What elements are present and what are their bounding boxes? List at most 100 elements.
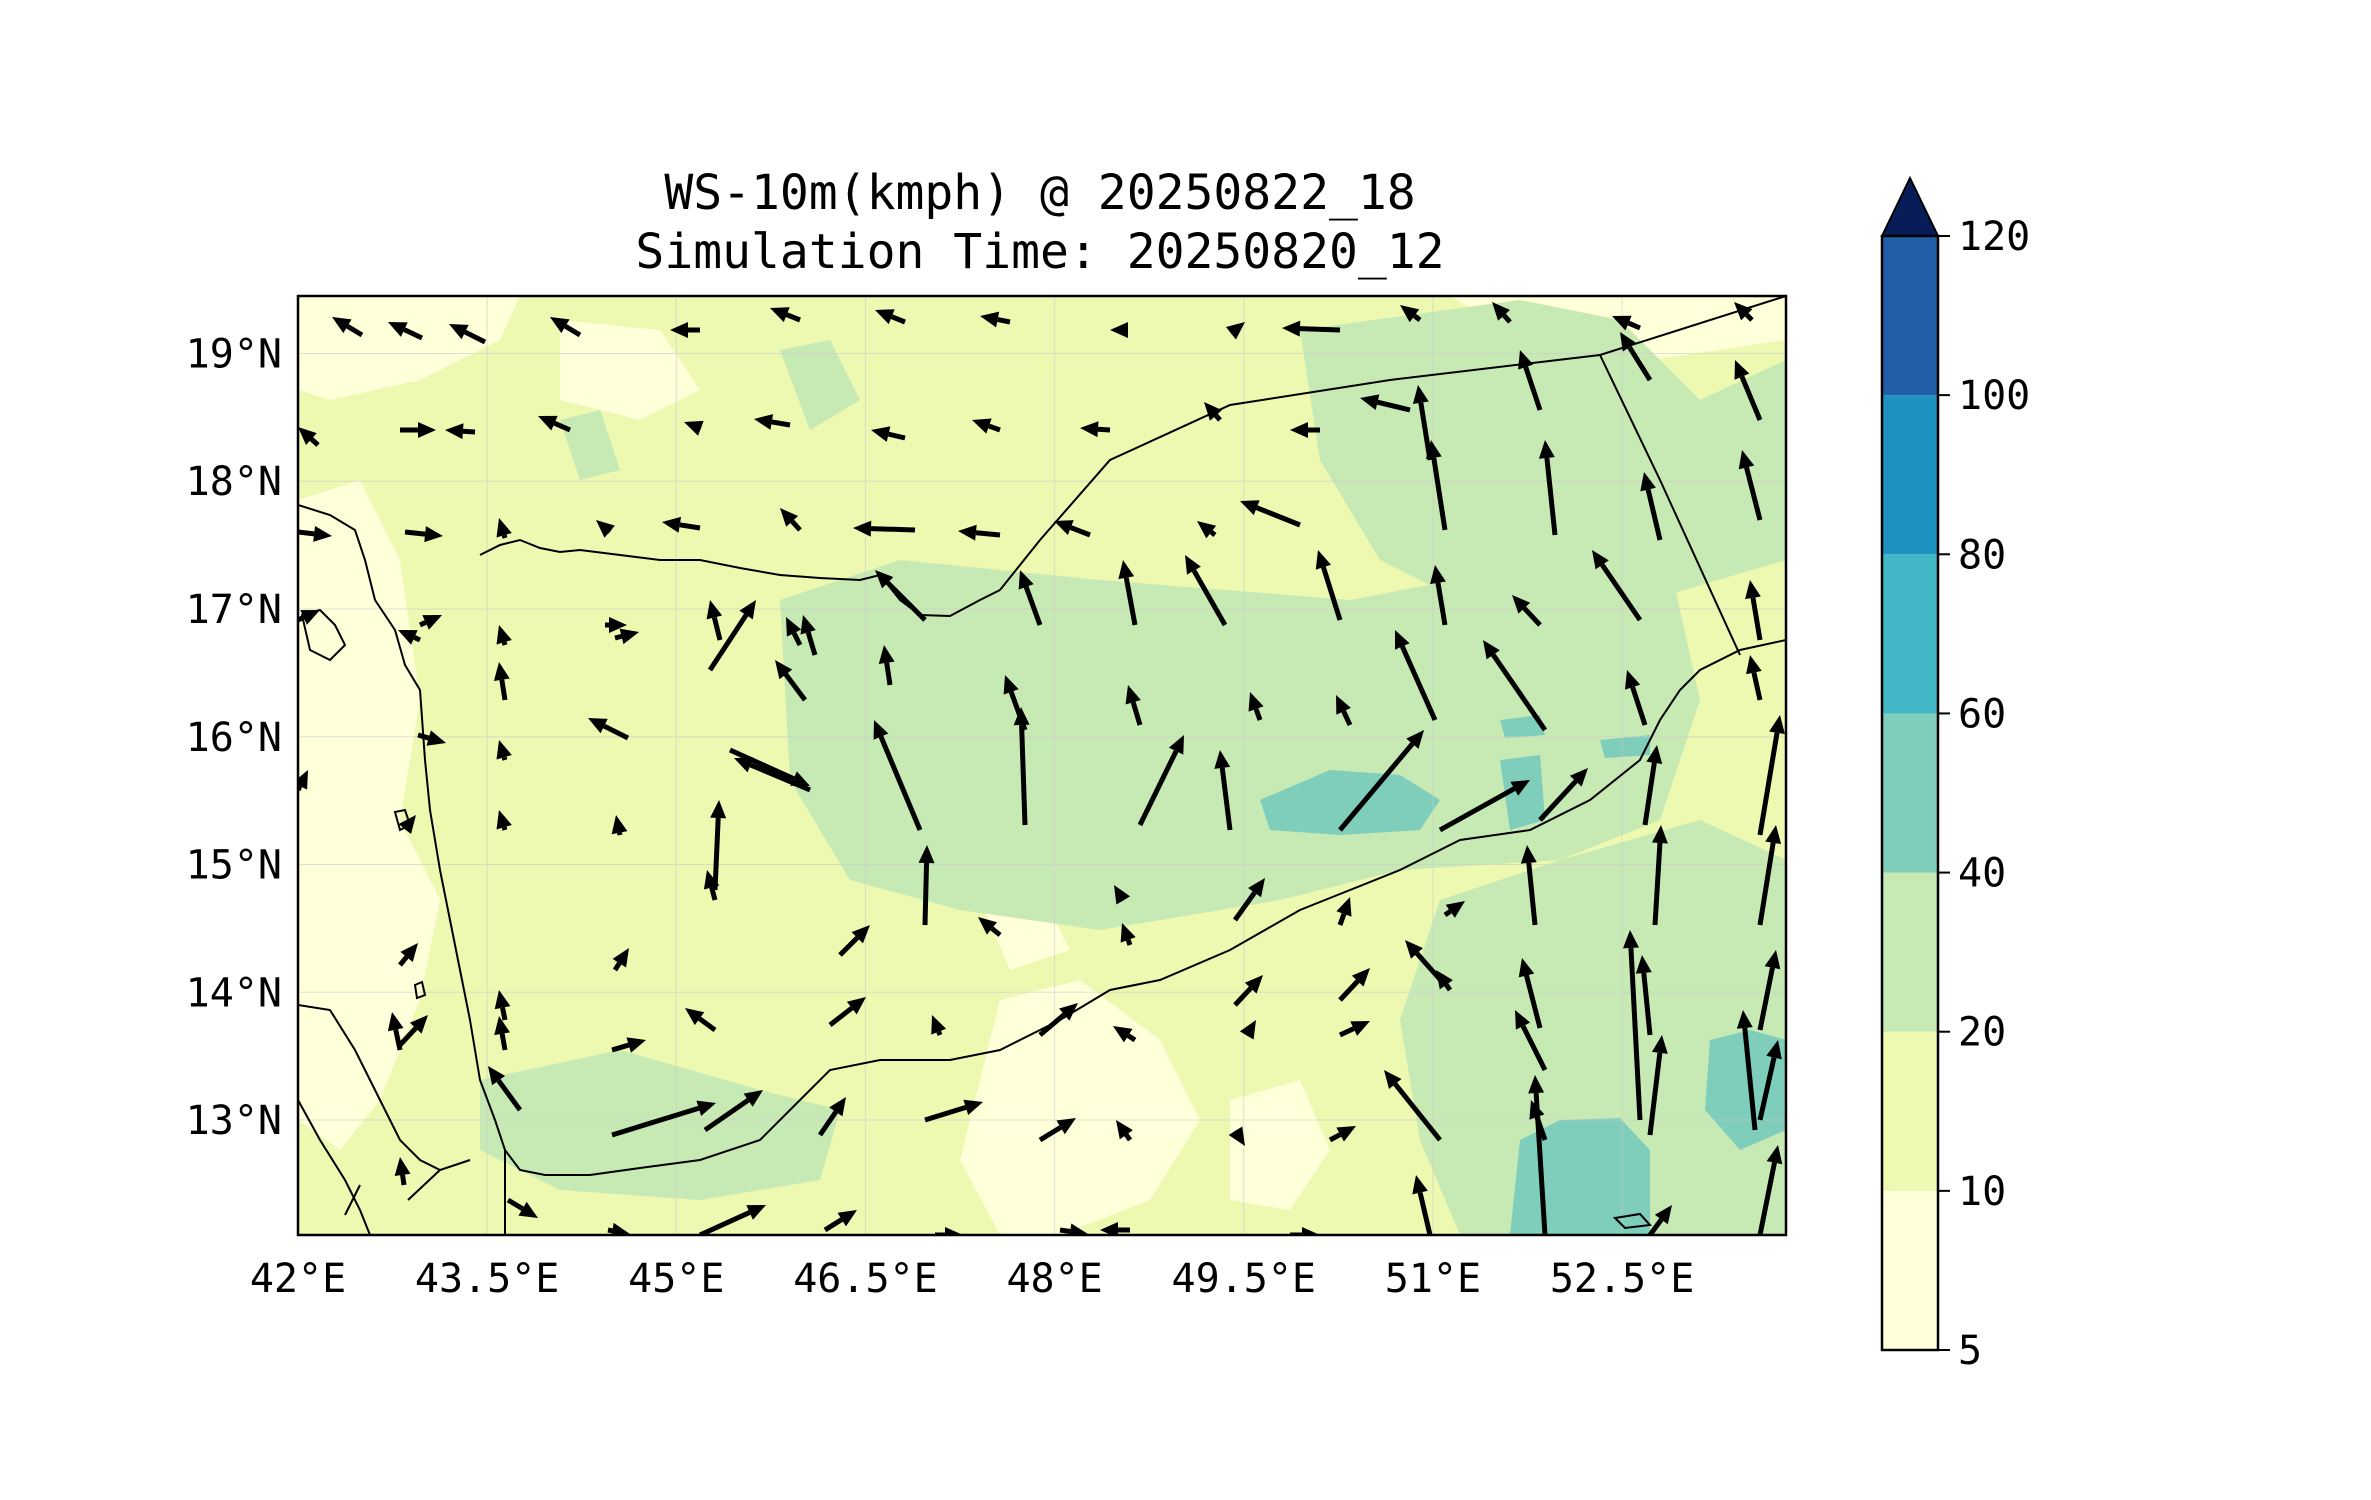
wind-arrow <box>1282 320 1341 337</box>
wind-arrow <box>1336 695 1353 727</box>
colorbar-label: 40 <box>1958 851 2006 897</box>
wind-arrow <box>387 1012 404 1051</box>
colorbar-label: 120 <box>1958 214 2030 260</box>
wind-arrow <box>1197 521 1217 539</box>
colorbar-segment <box>1882 1031 1938 1191</box>
wind-arrow <box>1038 1003 1078 1037</box>
wind-arrow <box>875 309 906 325</box>
wind-arrow <box>918 845 935 926</box>
wind-arrow <box>1233 975 1263 1007</box>
wind-arrow <box>1338 730 1424 832</box>
colorbar-extend-arrow <box>1880 175 1940 237</box>
wind-arrow <box>1100 1222 1130 1235</box>
wind-arrow <box>1395 630 1438 722</box>
wind-arrow <box>1518 350 1543 411</box>
wind-arrow <box>823 1210 857 1233</box>
wind-arrow <box>1328 1126 1356 1143</box>
wind-arrow <box>1290 422 1320 438</box>
colorbar-segment <box>1882 1190 1938 1350</box>
wind-arrow <box>875 570 927 622</box>
wind-arrow <box>1054 520 1091 538</box>
lon-tick-label: 52.5°E <box>1550 1256 1695 1302</box>
wind-arrow <box>611 815 628 836</box>
wind-arrow <box>1443 901 1465 918</box>
lon-tick-label: 46.5°E <box>793 1256 938 1302</box>
wind-arrow <box>1225 322 1245 340</box>
wind-arrow <box>734 757 811 793</box>
moderate-zones <box>480 300 1786 1235</box>
lat-tick-label: 18°N <box>186 459 282 505</box>
wind-vectors <box>298 302 1785 1235</box>
lat-tick-label: 16°N <box>186 715 282 761</box>
wind-arrow <box>853 520 916 537</box>
wind-arrow <box>972 418 1001 434</box>
wind-arrow <box>684 420 704 436</box>
wind-arrow <box>1080 421 1111 438</box>
wind-arrow <box>1642 745 1663 826</box>
wind-arrow <box>404 526 443 543</box>
wind-arrow <box>775 660 807 702</box>
wind-arrow <box>1647 1035 1668 1136</box>
wind-arrow <box>1635 955 1653 1036</box>
wind-arrow <box>754 414 791 430</box>
wind-arrow <box>1118 560 1138 626</box>
wind-arrow <box>1515 1010 1548 1072</box>
wind-arrow <box>878 645 895 686</box>
wind-arrow <box>496 740 512 761</box>
colorbar-label: 80 <box>1958 532 2006 578</box>
wind-arrow <box>488 1066 523 1112</box>
wind-arrow <box>703 1090 763 1133</box>
wind-arrow <box>398 1015 428 1047</box>
wind-arrow <box>1240 500 1301 528</box>
wind-arrow <box>1492 302 1512 324</box>
colorbar-frame <box>1880 234 1940 1352</box>
wind-arrow <box>1013 707 1030 826</box>
oman-border <box>1599 354 1741 656</box>
wind-arrow <box>388 322 424 341</box>
wind-arrow <box>611 1100 716 1138</box>
wind-arrow <box>1757 950 1781 1031</box>
wind-arrow <box>1185 555 1228 627</box>
lon-tick-label: 51°E <box>1385 1256 1481 1302</box>
wind-arrow <box>1315 550 1343 621</box>
wind-arrow <box>1430 565 1448 626</box>
wind-arrow <box>1745 580 1763 641</box>
coastlines <box>298 296 1786 1235</box>
wind-arrow <box>706 600 723 641</box>
wind-arrow <box>612 948 629 972</box>
wind-arrow <box>685 1008 717 1033</box>
wind-arrow <box>1518 958 1543 1029</box>
wind-arrow <box>780 508 802 532</box>
lat-tick-label: 15°N <box>186 843 282 889</box>
colorbar-label: 5 <box>1958 1328 1982 1374</box>
lat-tick-label: 13°N <box>186 1098 282 1144</box>
red-sea-coast-east <box>298 1004 441 1171</box>
colorbar-segment <box>1882 713 1938 873</box>
wind-arrow <box>1114 885 1131 905</box>
wind-arrow <box>1622 930 1643 1121</box>
wind-arrow <box>828 997 866 1027</box>
wind-arrow <box>298 525 332 542</box>
wind-arrow <box>1214 750 1233 831</box>
wind-arrow <box>1538 440 1558 536</box>
longitude-ticks: 42°E 43.5°E 45°E 46.5°E 48°E 49.5°E 51°E 52.5°E <box>250 1256 1694 1302</box>
wind-arrow <box>332 317 364 338</box>
wind-arrow <box>1612 315 1641 331</box>
wind-arrow <box>786 617 803 647</box>
wind-arrow <box>298 427 320 447</box>
wind-arrow <box>1425 440 1448 531</box>
wind-arrow <box>1059 1223 1088 1235</box>
wind-arrow <box>1436 970 1453 992</box>
wind-arrow <box>1290 1227 1320 1235</box>
wind-arrow <box>418 615 442 630</box>
wind-arrow <box>1746 655 1763 701</box>
wind-arrow <box>1538 768 1588 822</box>
wind-arrow <box>1405 940 1447 987</box>
colorbar-segment <box>1882 554 1938 714</box>
wind-arrow <box>710 800 727 891</box>
wind-arrow <box>703 870 720 901</box>
wind-arrow <box>1038 1118 1076 1143</box>
lon-tick-label: 48°E <box>1006 1256 1102 1302</box>
wind-arrow <box>662 516 701 533</box>
